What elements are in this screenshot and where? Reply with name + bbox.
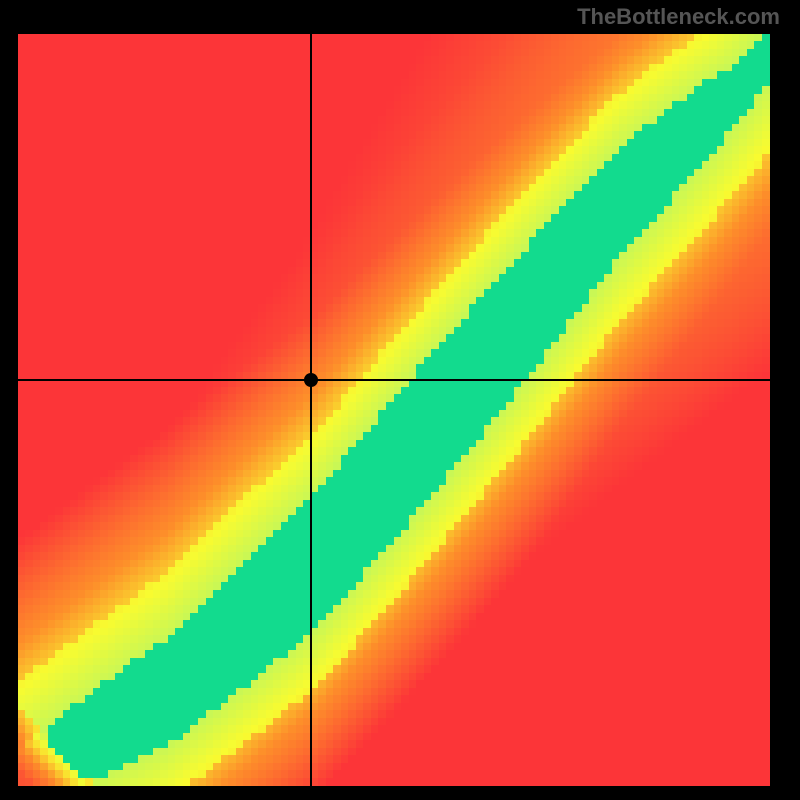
watermark-text: TheBottleneck.com xyxy=(577,4,780,30)
crosshair-vertical xyxy=(310,34,312,786)
chart-container: TheBottleneck.com xyxy=(0,0,800,800)
plot-frame xyxy=(18,34,770,786)
crosshair-horizontal xyxy=(18,379,770,381)
heatmap-canvas xyxy=(18,34,770,786)
